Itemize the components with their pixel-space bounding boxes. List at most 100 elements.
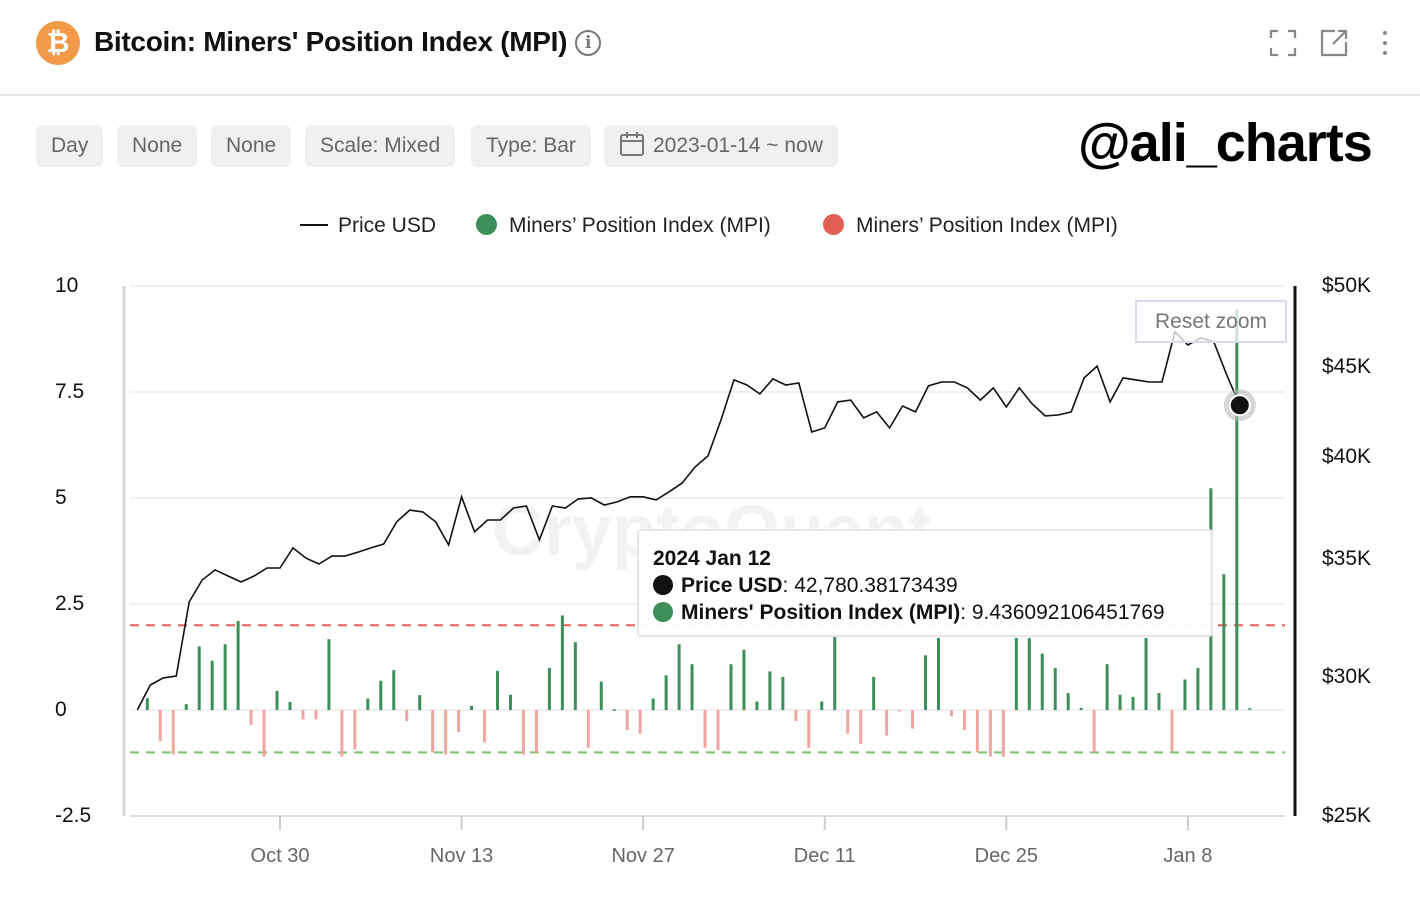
scale-select[interactable]: Scale: Mixed — [305, 125, 456, 167]
mpi-bar — [768, 671, 772, 710]
left-y-tick-label: 10 — [55, 274, 79, 297]
mpi-bar — [483, 710, 487, 743]
mpi-bar — [223, 644, 227, 710]
mpi-bar — [1053, 668, 1057, 710]
mpi-bar — [534, 710, 538, 753]
mpi-bar — [560, 615, 564, 710]
legend-price[interactable]: Price USD — [300, 212, 436, 240]
mpi-bar — [988, 710, 992, 757]
mpi-bar — [975, 710, 979, 753]
mpi-bar — [1157, 693, 1161, 710]
fullscreen-icon[interactable] — [1268, 28, 1298, 58]
mpi-bar — [405, 710, 409, 722]
mpi-bar — [962, 710, 966, 730]
mpi-bar — [301, 710, 305, 720]
tooltip-price-label: Price USD — [681, 574, 783, 597]
mpi-bar — [521, 710, 525, 755]
mpi-bar — [599, 681, 603, 710]
mpi-bar — [586, 710, 590, 748]
legend-mpi-negative[interactable]: Miners’ Position Index (MPI) — [823, 212, 1118, 240]
mpi-bar — [949, 710, 953, 717]
mpi-bar — [1222, 574, 1226, 710]
mpi-bar — [379, 680, 383, 710]
tooltip-mpi-label: Miners' Position Index (MPI) — [681, 601, 961, 624]
mpi-bar — [924, 655, 928, 710]
mpi-bar — [171, 710, 175, 755]
mpi-bar — [1105, 664, 1109, 710]
reset-zoom-button[interactable]: Reset zoom — [1135, 300, 1287, 343]
mpi-bar — [716, 710, 720, 750]
date-range-picker[interactable]: 2023-01-14 ~ now — [604, 125, 838, 167]
mpi-bar — [742, 649, 746, 710]
mpi-bar — [470, 705, 474, 710]
highlight-point — [1228, 394, 1251, 417]
green-dot-icon — [476, 214, 497, 235]
mpi-bar — [820, 701, 824, 710]
tooltip-date: 2024 Jan 12 — [653, 547, 771, 570]
legend-mpi-positive[interactable]: Miners’ Position Index (MPI) — [476, 212, 771, 240]
indicator-select[interactable]: None — [211, 125, 292, 167]
mpi-bar — [1079, 707, 1083, 710]
mpi-bar — [158, 710, 162, 741]
more-options-icon[interactable] — [1370, 28, 1400, 58]
mpi-bar — [1183, 679, 1187, 710]
x-tick-label: Nov 27 — [611, 845, 675, 867]
legend-label: Miners’ Position Index (MPI) — [509, 214, 771, 237]
bitcoin-logo-icon: ₿ — [36, 21, 80, 65]
mpi-bar — [444, 710, 448, 755]
legend-label: Miners’ Position Index (MPI) — [856, 214, 1118, 237]
right-y-tick-label: $35K — [1322, 546, 1372, 570]
mpi-bar — [807, 710, 811, 748]
mpi-bar — [262, 710, 266, 757]
right-y-tick-label: $25K — [1322, 804, 1372, 827]
mpi-bar — [872, 676, 876, 710]
author-watermark: @ali_charts — [1078, 113, 1373, 173]
mpi-bar — [885, 710, 889, 736]
mpi-bar — [508, 694, 512, 710]
mpi-dot-icon — [653, 602, 673, 622]
tooltip-mpi-value: : 9.436092106451769 — [960, 601, 1165, 624]
info-icon[interactable]: i — [575, 30, 602, 56]
mpi-bar — [898, 710, 902, 712]
x-tick-label: Dec 25 — [974, 845, 1038, 867]
mpi-bar — [781, 676, 785, 710]
red-dot-icon — [823, 214, 844, 235]
title-text: Bitcoin: Miners' Position Index (MPI) — [94, 26, 568, 57]
page-title: Bitcoin: Miners' Position Index (MPI) i — [94, 26, 602, 58]
x-tick-label: Oct 30 — [250, 845, 310, 867]
mpi-bar — [210, 660, 214, 710]
mpi-bar — [184, 704, 188, 710]
mpi-bar — [197, 646, 201, 710]
line-legend-icon — [300, 224, 328, 226]
moving-average-select[interactable]: None — [117, 125, 198, 167]
mpi-bar — [288, 701, 292, 710]
mpi-bar — [366, 698, 370, 710]
mpi-bar — [573, 642, 577, 710]
price-dot-icon — [653, 575, 673, 595]
mpi-bar — [794, 710, 798, 722]
open-external-icon[interactable] — [1319, 28, 1349, 58]
mpi-bar — [703, 710, 707, 748]
tooltip: 2024 Jan 12 Price USD: 42,780.38173439 M… — [637, 529, 1213, 637]
mpi-bar — [1144, 637, 1148, 710]
mpi-bar — [1170, 710, 1174, 752]
left-y-tick-label: 0 — [55, 698, 67, 721]
date-range-text: 2023-01-14 ~ now — [653, 134, 823, 157]
right-y-tick-label: $50K — [1322, 274, 1372, 297]
mpi-bar — [431, 710, 435, 753]
interval-select[interactable]: Day — [36, 125, 104, 167]
mpi-bar — [1131, 696, 1135, 710]
mpi-bar — [340, 710, 344, 757]
mpi-bar — [1092, 710, 1096, 753]
mpi-bar — [625, 710, 629, 730]
mpi-bar — [457, 710, 461, 733]
mpi-bar — [1248, 707, 1252, 710]
mpi-bar — [1118, 694, 1122, 710]
chart-type-select[interactable]: Type: Bar — [471, 125, 591, 167]
mpi-bar — [664, 675, 668, 710]
x-tick-label: Nov 13 — [429, 845, 494, 867]
legend-label: Price USD — [338, 214, 437, 237]
mpi-bar — [353, 710, 357, 750]
right-y-tick-label: $30K — [1322, 664, 1372, 688]
